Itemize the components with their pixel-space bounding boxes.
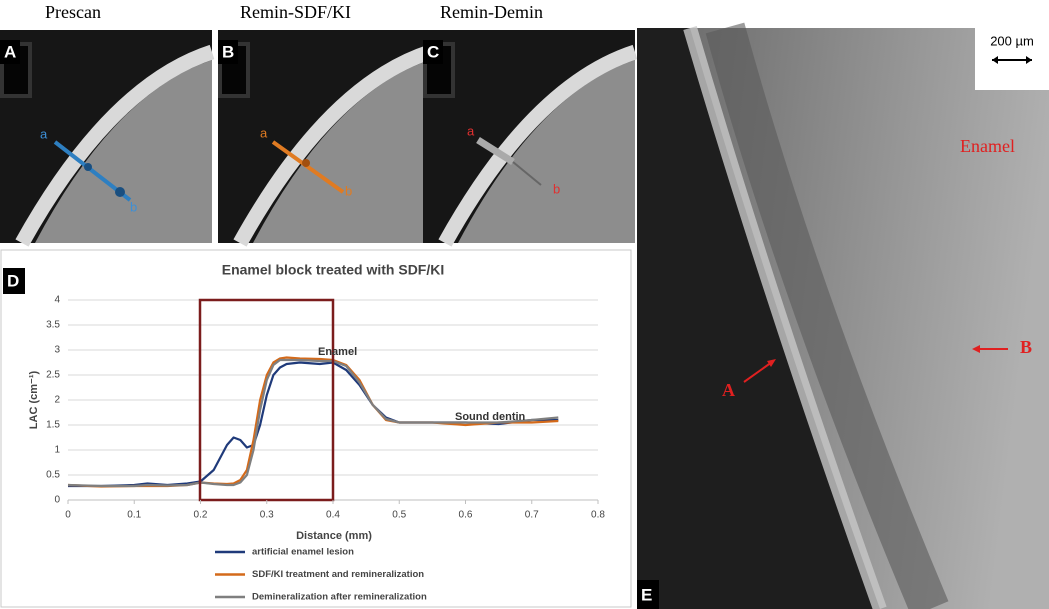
x-tick-label: 0.8: [591, 510, 605, 521]
x-tick-label: 0.4: [326, 510, 340, 521]
y-axis-label: LAC (cm⁻¹): [28, 370, 40, 429]
ct-image: a b B: [218, 30, 430, 243]
x-tick-label: 0.5: [392, 510, 406, 521]
legend-label: SDF/KI treatment and remineralization: [252, 569, 424, 580]
line-start: a: [467, 123, 475, 138]
x-tick-label: 0.2: [194, 510, 208, 521]
annotation: Sound dentin: [455, 411, 526, 423]
y-tick-label: 2: [54, 395, 60, 406]
y-tick-label: 0.5: [46, 470, 60, 481]
panel-label: D: [7, 271, 19, 290]
x-tick-label: 0.7: [525, 510, 539, 521]
line-start: a: [260, 125, 268, 140]
x-tick-label: 0: [65, 510, 71, 521]
panel-label-box: [3, 268, 25, 294]
arrow-label: A: [722, 380, 735, 400]
panel-title: Prescan: [45, 2, 101, 22]
chart-frame: [0, 249, 632, 608]
panel-title: Remin-Demin: [440, 2, 543, 22]
legend-label: artificial enamel lesion: [252, 547, 354, 558]
line-start: a: [40, 126, 48, 141]
chart-title: Enamel block treated with SDF/KI: [222, 262, 445, 278]
y-tick-label: 1: [54, 445, 60, 456]
ct-image: a b A: [0, 30, 212, 243]
line-end: b: [130, 199, 137, 214]
panel-label: C: [427, 42, 439, 61]
data-line: [67, 358, 559, 488]
y-tick-label: 4: [54, 295, 60, 306]
y-tick-label: 1.5: [46, 420, 60, 431]
y-tick-label: 3.5: [46, 320, 60, 331]
panel-label: A: [4, 42, 16, 61]
y-tick-label: 3: [54, 345, 60, 356]
arrow-label: B: [1020, 337, 1032, 357]
region-label: Enamel: [960, 136, 1015, 156]
panel-label: B: [222, 42, 234, 61]
x-tick-label: 0.3: [260, 510, 274, 521]
x-axis-label: Distance (mm): [296, 530, 372, 542]
x-tick-label: 0.6: [459, 510, 473, 521]
x-tick-label: 0.1: [127, 510, 141, 521]
sem-image: 200 µm Enamel A B E: [637, 22, 1049, 609]
y-tick-label: 2.5: [46, 370, 60, 381]
scale-bar-label: 200 µm: [990, 33, 1034, 48]
legend-label: Demineralization after remineralization: [252, 592, 427, 603]
y-tick-label: 0: [54, 495, 60, 506]
panel-label: E: [641, 585, 652, 604]
line-end: b: [553, 181, 560, 196]
panel-title: Remin-SDF/KI: [240, 2, 351, 22]
line-end: b: [345, 183, 352, 198]
annotation: Enamel: [318, 346, 357, 358]
ct-image: a b C: [423, 30, 635, 243]
